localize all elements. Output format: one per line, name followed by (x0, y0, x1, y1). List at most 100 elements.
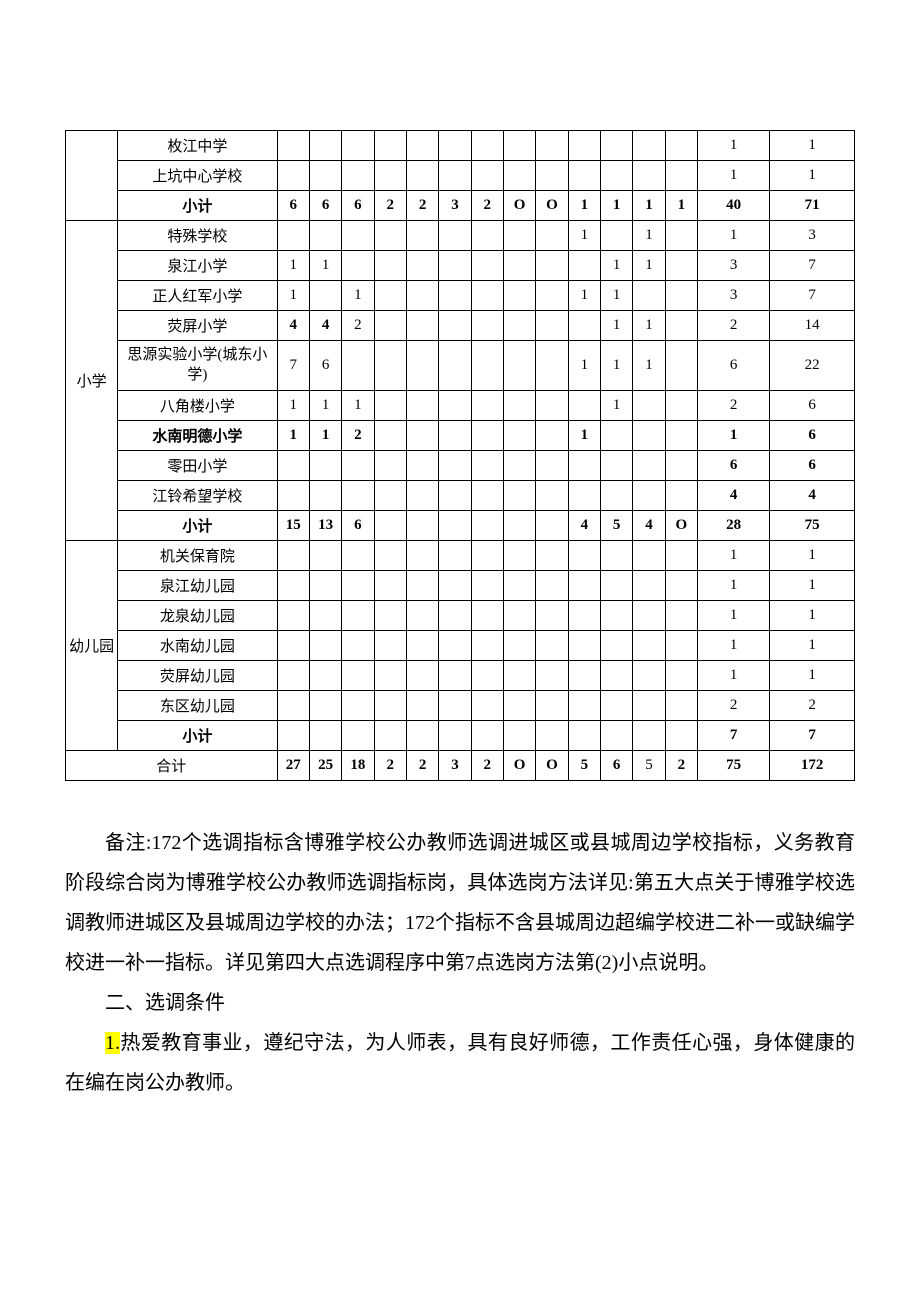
value-cell (277, 721, 309, 751)
value-cell (277, 691, 309, 721)
value-cell: 1 (665, 191, 697, 221)
value-cell (277, 131, 309, 161)
value-cell: 1 (568, 421, 600, 451)
value-cell (600, 451, 632, 481)
value-cell (503, 161, 535, 191)
value-cell (568, 311, 600, 341)
value-cell (633, 571, 665, 601)
value-cell (665, 311, 697, 341)
value-cell (665, 661, 697, 691)
value-cell (439, 721, 471, 751)
value-cell (439, 131, 471, 161)
value-cell (600, 481, 632, 511)
value-cell (342, 251, 374, 281)
value-cell (503, 571, 535, 601)
value-cell (665, 451, 697, 481)
value-cell (342, 691, 374, 721)
value-cell: 6 (309, 341, 341, 391)
value-cell: 1 (698, 661, 770, 691)
value-cell: 4 (770, 481, 855, 511)
value-cell (342, 631, 374, 661)
value-cell: 5 (633, 751, 665, 781)
value-cell (342, 661, 374, 691)
value-cell (503, 631, 535, 661)
value-cell (568, 601, 600, 631)
highlight-marker: 1. (105, 1032, 120, 1054)
value-cell (536, 481, 568, 511)
value-cell (439, 631, 471, 661)
value-cell (471, 421, 503, 451)
value-cell (471, 511, 503, 541)
value-cell: O (503, 191, 535, 221)
table-row: 小计15136454O2875 (66, 511, 855, 541)
value-cell (536, 661, 568, 691)
value-cell (503, 541, 535, 571)
value-cell (665, 691, 697, 721)
value-cell (439, 281, 471, 311)
value-cell (471, 481, 503, 511)
school-name: 小计 (118, 721, 277, 751)
table-row: 荧屏幼儿园11 (66, 661, 855, 691)
value-cell (277, 571, 309, 601)
value-cell: 1 (698, 631, 770, 661)
value-cell: 1 (277, 281, 309, 311)
value-cell (277, 221, 309, 251)
value-cell (471, 251, 503, 281)
table-row: 龙泉幼儿园11 (66, 601, 855, 631)
value-cell (406, 631, 438, 661)
value-cell: 3 (698, 251, 770, 281)
value-cell (406, 281, 438, 311)
value-cell (374, 451, 406, 481)
value-cell (633, 481, 665, 511)
value-cell (665, 391, 697, 421)
value-cell (439, 421, 471, 451)
value-cell: 1 (698, 161, 770, 191)
value-cell (536, 451, 568, 481)
value-cell: 1 (600, 251, 632, 281)
table-row: 小计77 (66, 721, 855, 751)
school-name: 水南明德小学 (118, 421, 277, 451)
school-name: 东区幼儿园 (118, 691, 277, 721)
value-cell (374, 391, 406, 421)
value-cell (277, 541, 309, 571)
value-cell (503, 511, 535, 541)
value-cell: 14 (770, 311, 855, 341)
value-cell: 2 (665, 751, 697, 781)
value-cell: 1 (698, 221, 770, 251)
value-cell: 4 (698, 481, 770, 511)
value-cell (439, 691, 471, 721)
value-cell: 1 (633, 311, 665, 341)
value-cell (342, 221, 374, 251)
value-cell (471, 281, 503, 311)
value-cell (309, 661, 341, 691)
value-cell (439, 601, 471, 631)
value-cell (309, 541, 341, 571)
value-cell (503, 601, 535, 631)
value-cell (309, 481, 341, 511)
value-cell (374, 571, 406, 601)
value-cell: 3 (770, 221, 855, 251)
value-cell (536, 721, 568, 751)
value-cell (439, 451, 471, 481)
category-cell: 小学 (66, 221, 118, 541)
value-cell (665, 251, 697, 281)
value-cell (406, 541, 438, 571)
value-cell: 5 (600, 511, 632, 541)
value-cell: 6 (770, 391, 855, 421)
category-cell: 幼儿园 (66, 541, 118, 751)
value-cell: 6 (770, 421, 855, 451)
value-cell: 18 (342, 751, 374, 781)
value-cell (536, 281, 568, 311)
value-cell (309, 691, 341, 721)
value-cell (374, 511, 406, 541)
value-cell: 6 (309, 191, 341, 221)
value-cell: 7 (770, 281, 855, 311)
value-cell (374, 221, 406, 251)
value-cell (503, 481, 535, 511)
value-cell (374, 281, 406, 311)
value-cell: 3 (439, 751, 471, 781)
value-cell (471, 341, 503, 391)
table-row: 小学特殊学校1113 (66, 221, 855, 251)
value-cell: 2 (770, 691, 855, 721)
value-cell (665, 721, 697, 751)
